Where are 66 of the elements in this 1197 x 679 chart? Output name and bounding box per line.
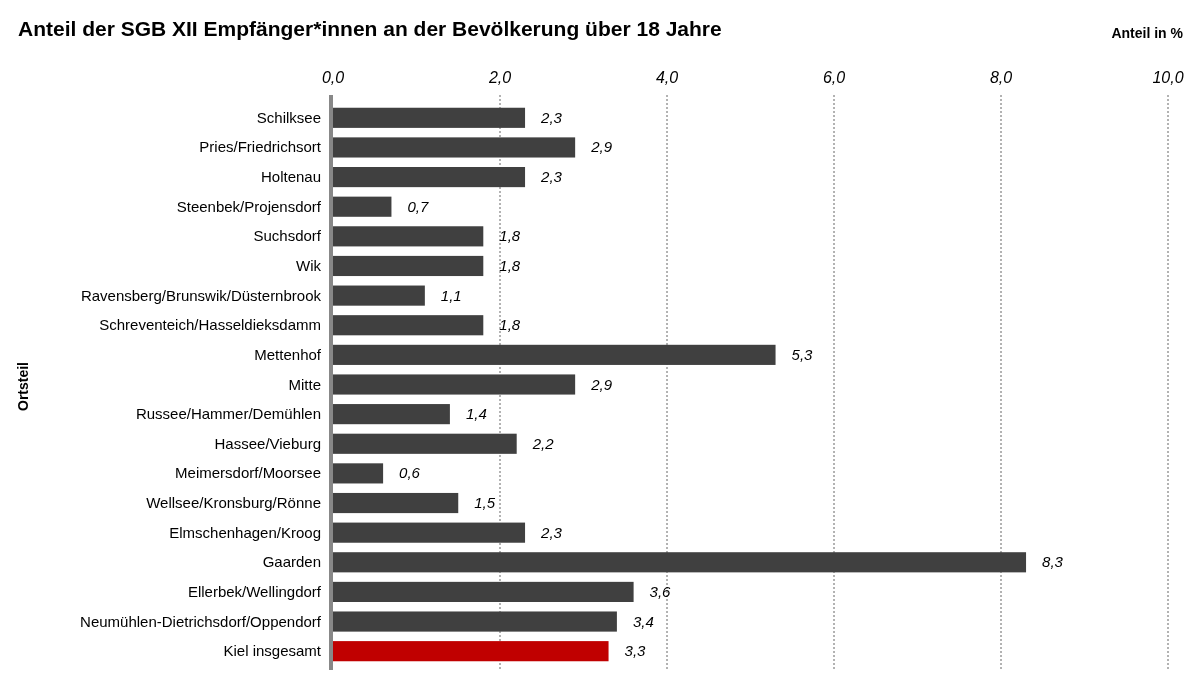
bar xyxy=(333,344,776,365)
x-tick-label: 0,0 xyxy=(321,69,345,86)
y-tick-label: Kiel insgesamt xyxy=(223,642,322,660)
x-tick-label: 8,0 xyxy=(989,69,1013,86)
y-tick-label: Ravensberg/Brunswik/Düsternbrook xyxy=(80,286,322,304)
data-label: 0,6 xyxy=(399,464,421,482)
y-tick-label: Pries/Friedrichsort xyxy=(199,138,322,156)
y-tick-label: Wik xyxy=(296,256,322,274)
bar xyxy=(333,463,384,484)
y-tick-label: Ellerbek/Wellingdorf xyxy=(187,582,322,600)
bar xyxy=(333,641,609,662)
y-tick-label: Steenbek/Projensdorf xyxy=(176,197,322,215)
x-tick-label: 6,0 xyxy=(822,69,846,86)
data-label: 2,3 xyxy=(540,108,563,126)
bar xyxy=(333,581,634,602)
data-label: 1,1 xyxy=(440,286,462,304)
x-tick-label: 10,0 xyxy=(1152,69,1184,86)
bar xyxy=(333,315,484,336)
y-tick-label: Elmschenhagen/Kroog xyxy=(169,523,321,541)
y-tick-label: Schreventeich/Hasseldieksdamm xyxy=(99,316,321,334)
data-label: 8,3 xyxy=(1042,553,1064,571)
bar xyxy=(333,137,576,158)
bar xyxy=(333,492,459,514)
data-label: 3,6 xyxy=(649,582,672,600)
bar xyxy=(333,433,517,454)
data-label: 5,3 xyxy=(791,345,814,363)
data-label: 3,3 xyxy=(624,642,647,660)
y-axis-title: Ortsteil xyxy=(15,361,31,412)
data-label: 2,3 xyxy=(540,523,563,541)
bar xyxy=(333,167,526,188)
bar xyxy=(333,404,450,425)
data-label: 1,8 xyxy=(499,227,521,245)
data-label: 1,8 xyxy=(499,316,521,334)
data-label: 1,8 xyxy=(499,256,521,274)
y-tick-label: Holtenau xyxy=(260,168,321,186)
bar xyxy=(333,196,392,217)
bar xyxy=(333,552,1027,573)
data-label: 2,3 xyxy=(540,168,563,186)
y-tick-label: Mettenhof xyxy=(254,345,322,363)
bar xyxy=(333,226,484,247)
data-label: 1,4 xyxy=(465,405,487,423)
bar xyxy=(333,522,526,543)
data-label: 2,9 xyxy=(590,375,613,393)
data-label: 2,2 xyxy=(531,434,555,452)
y-tick-label: Gaarden xyxy=(262,553,321,571)
bar xyxy=(333,611,617,632)
chart-title: Anteil der SGB XII Empfänger*innen an der Bevölkerung über 18 Jahre xyxy=(18,17,722,40)
y-tick-label: Neumühlen-Dietrichsdorf/Oppendorf xyxy=(80,612,322,630)
y-tick-label: Hassee/Vieburg xyxy=(214,434,321,452)
y-tick-label: Suchsdorf xyxy=(253,227,322,245)
data-label: 2,9 xyxy=(590,138,613,156)
bar xyxy=(333,107,526,128)
y-tick-label: Meimersdorf/Moorsee xyxy=(175,464,321,482)
y-tick-label: Russee/Hammer/Demühlen xyxy=(135,405,321,423)
y-tick-label: Mitte xyxy=(288,375,321,393)
y-tick-label: Wellsee/Kronsburg/Rönne xyxy=(146,494,321,512)
bar xyxy=(333,374,576,395)
bar xyxy=(333,255,484,277)
x-tick-label: 2,0 xyxy=(487,69,512,86)
data-label: 1,5 xyxy=(474,494,496,512)
data-label: 3,4 xyxy=(632,612,654,630)
bar xyxy=(333,285,425,306)
data-label: 0,7 xyxy=(407,197,429,215)
x-axis-title: Anteil in % xyxy=(1111,25,1184,41)
x-tick-label: 4,0 xyxy=(655,69,679,86)
y-tick-label: Schilksee xyxy=(256,108,321,126)
